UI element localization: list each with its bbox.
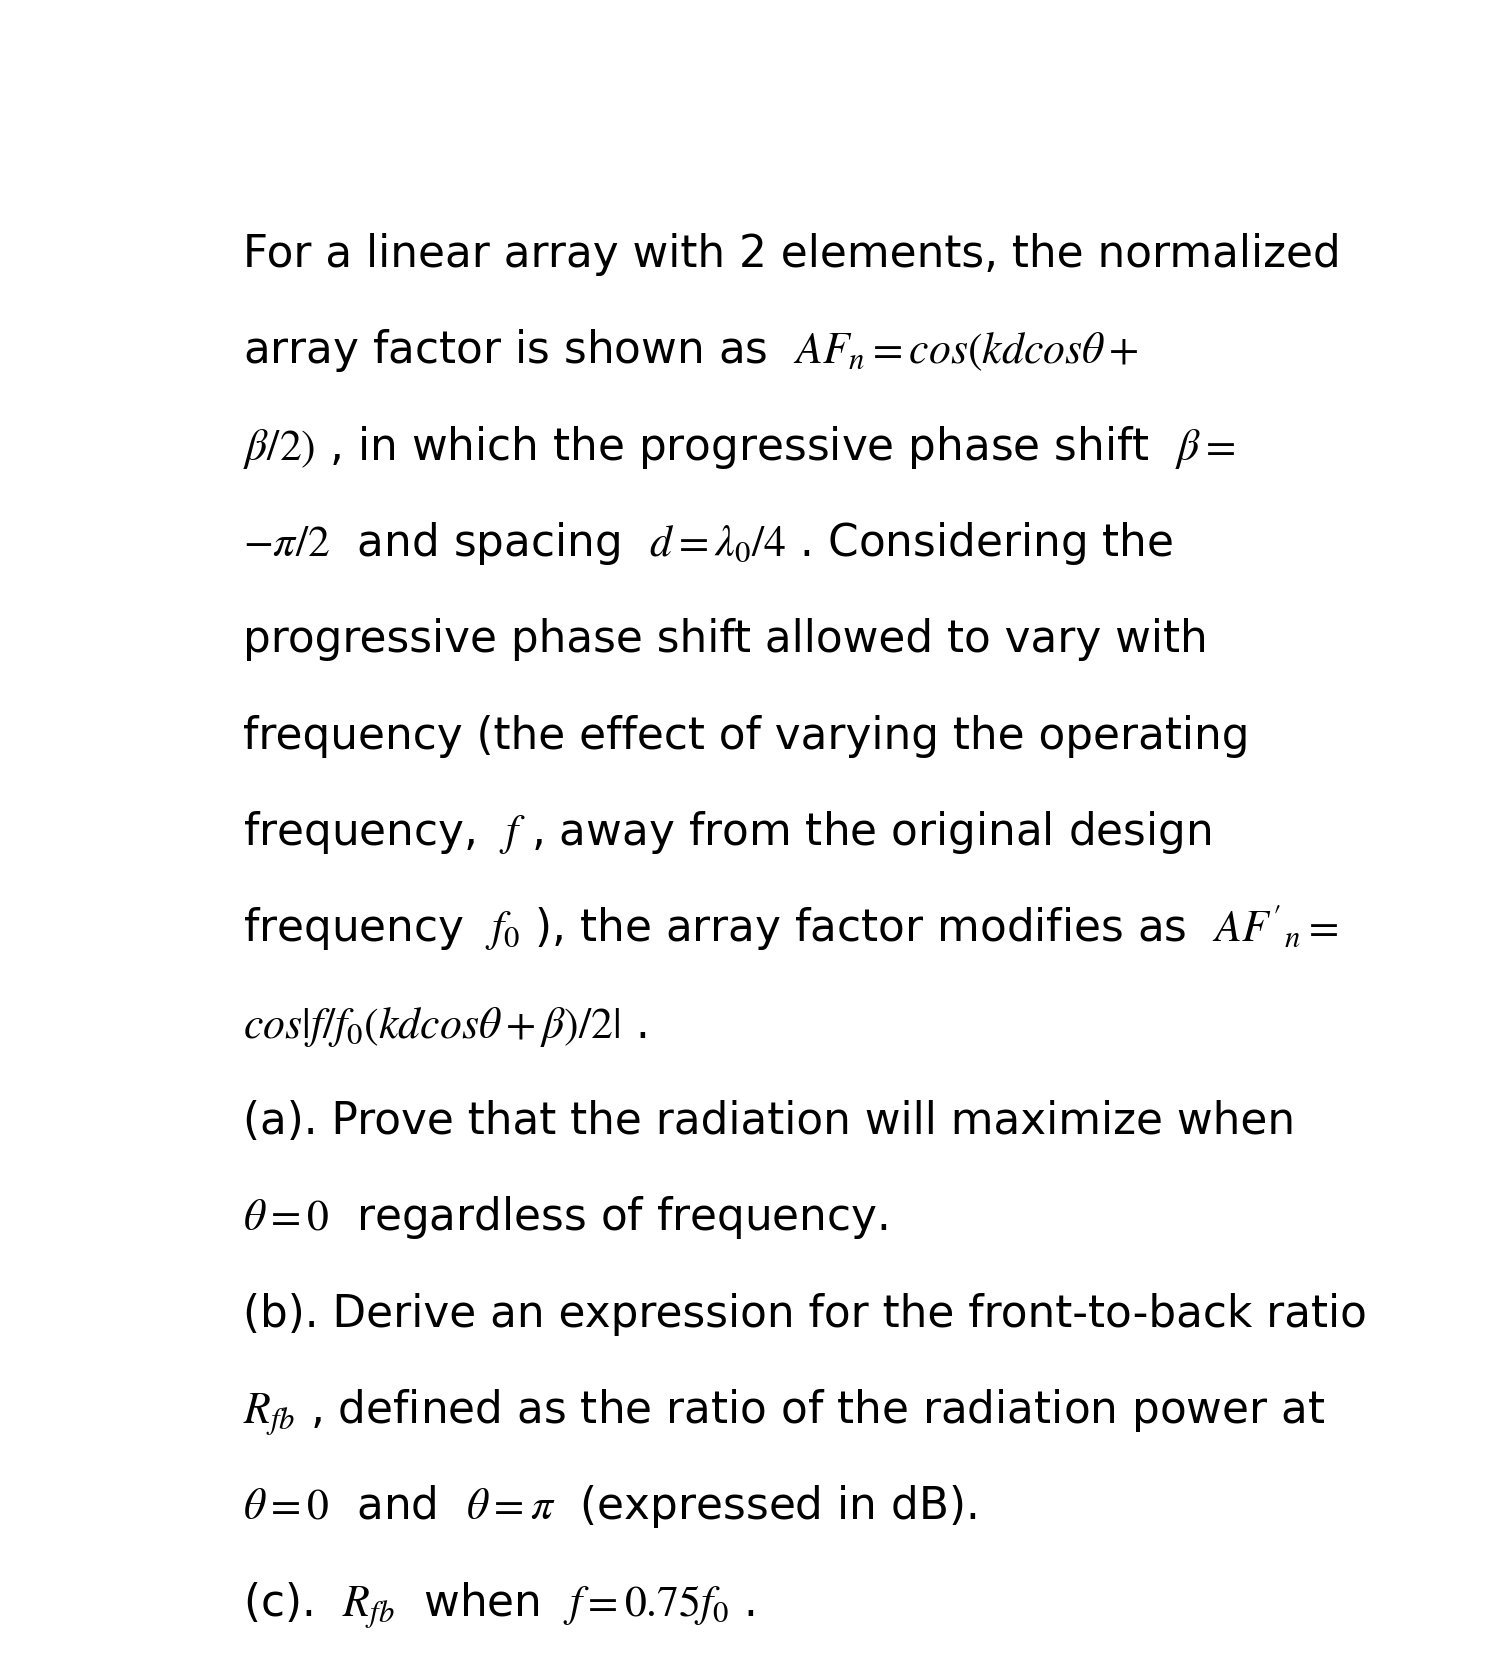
Text: array factor is shown as  $\mathit{AF}_n = \mathit{cos}(\mathit{kdcos}\theta +$: array factor is shown as $\mathit{AF}_n … — [243, 327, 1138, 374]
Text: progressive phase shift allowed to vary with: progressive phase shift allowed to vary … — [243, 619, 1208, 661]
Text: $\mathit{-\pi/2}$  and spacing  $\mathit{d} = \mathit{\lambda}_0/4$ . Considerin: $\mathit{-\pi/2}$ and spacing $\mathit{d… — [243, 520, 1173, 567]
Text: $\theta = 0$  and  $\theta = \pi$  (expressed in dB).: $\theta = 0$ and $\theta = \pi$ (express… — [243, 1483, 976, 1530]
Text: $\mathit{\beta/2})$ , in which the progressive phase shift  $\mathit{\beta} =$: $\mathit{\beta/2})$ , in which the progr… — [243, 424, 1236, 470]
Text: (a). Prove that the radiation will maximize when: (a). Prove that the radiation will maxim… — [243, 1099, 1296, 1143]
Text: $R_{fb}$ , defined as the ratio of the radiation power at: $R_{fb}$ , defined as the ratio of the r… — [243, 1388, 1326, 1436]
Text: (b). Derive an expression for the front-to-back ratio: (b). Derive an expression for the front-… — [243, 1293, 1366, 1336]
Text: frequency  $f_0$ ), the array factor modifies as  $\mathit{AF}'_n =$: frequency $f_0$ ), the array factor modi… — [243, 902, 1338, 952]
Text: (c).  $R_{fb}$  when  $f = 0.75f_0$ .: (c). $R_{fb}$ when $f = 0.75f_0$ . — [243, 1580, 756, 1630]
Text: $\theta = 0$  regardless of frequency.: $\theta = 0$ regardless of frequency. — [243, 1194, 888, 1241]
Text: $\mathit{cos}|\mathit{f}/\mathit{f}_0(\mathit{kdcos}\theta + \mathit{\beta})/2|$: $\mathit{cos}|\mathit{f}/\mathit{f}_0(\m… — [243, 1004, 646, 1049]
Text: frequency,  $\mathit{f}$ , away from the original design: frequency, $\mathit{f}$ , away from the … — [243, 809, 1212, 856]
Text: For a linear array with 2 elements, the normalized: For a linear array with 2 elements, the … — [243, 234, 1341, 275]
Text: frequency (the effect of varying the operating: frequency (the effect of varying the ope… — [243, 714, 1250, 757]
